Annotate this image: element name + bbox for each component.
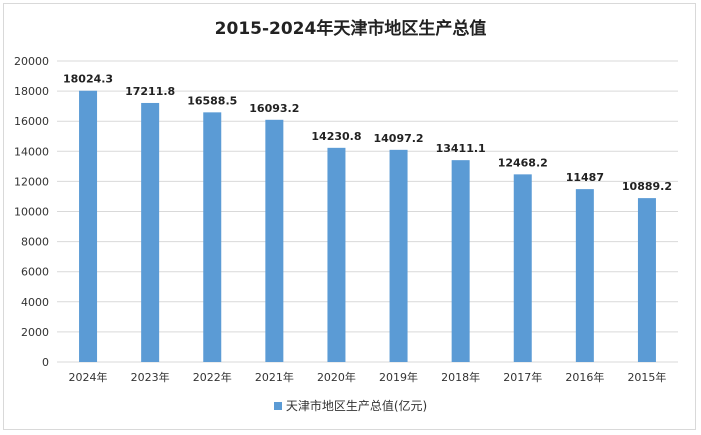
data-label: 14230.8 bbox=[311, 130, 361, 143]
x-tick-label: 2019年 bbox=[379, 370, 418, 384]
bar bbox=[141, 102, 160, 363]
legend: 天津市地区生产总值(亿元) bbox=[0, 397, 701, 414]
x-tick-label: 2015年 bbox=[627, 370, 666, 384]
y-tick-label: 10000 bbox=[14, 206, 49, 219]
x-tick-label: 2024年 bbox=[69, 370, 108, 384]
data-label: 16093.2 bbox=[249, 102, 299, 115]
bar bbox=[265, 119, 284, 363]
data-label: 11487 bbox=[566, 171, 604, 184]
x-tick-label: 2016年 bbox=[565, 370, 604, 384]
chart-title: 2015-2024年天津市地区生产总值 bbox=[214, 19, 487, 39]
y-tick-label: 18000 bbox=[14, 85, 49, 98]
y-tick-label: 16000 bbox=[14, 115, 49, 128]
legend-swatch bbox=[273, 402, 282, 410]
x-tick-label: 2023年 bbox=[131, 370, 170, 384]
legend-label: 天津市地区生产总值(亿元) bbox=[285, 399, 428, 413]
data-label: 17211.8 bbox=[125, 85, 175, 98]
data-label: 18024.3 bbox=[63, 73, 113, 86]
bar bbox=[637, 198, 656, 362]
y-tick-label: 8000 bbox=[21, 236, 49, 249]
bar bbox=[389, 149, 408, 362]
y-tick-label: 20000 bbox=[14, 55, 49, 68]
data-label: 10889.2 bbox=[622, 180, 672, 193]
data-label: 16588.5 bbox=[187, 94, 237, 107]
bar bbox=[79, 90, 98, 362]
y-tick-label: 12000 bbox=[14, 175, 49, 188]
data-label: 13411.1 bbox=[436, 142, 486, 155]
x-tick-label: 2021年 bbox=[255, 370, 294, 384]
x-tick-label: 2020年 bbox=[317, 370, 356, 384]
x-tick-label: 2018年 bbox=[441, 370, 480, 384]
bar bbox=[513, 174, 532, 362]
bar bbox=[327, 147, 346, 362]
bar bbox=[575, 189, 594, 362]
bar bbox=[451, 160, 470, 362]
x-tick-label: 2022年 bbox=[193, 370, 232, 384]
data-label: 12468.2 bbox=[498, 156, 548, 169]
data-label: 14097.2 bbox=[373, 132, 423, 145]
y-tick-label: 0 bbox=[42, 356, 49, 369]
y-tick-label: 14000 bbox=[14, 145, 49, 158]
y-tick-label: 4000 bbox=[21, 296, 49, 309]
bar bbox=[203, 112, 222, 362]
x-tick-label: 2017年 bbox=[503, 370, 542, 384]
y-tick-label: 2000 bbox=[21, 326, 49, 339]
y-tick-label: 6000 bbox=[21, 266, 49, 279]
